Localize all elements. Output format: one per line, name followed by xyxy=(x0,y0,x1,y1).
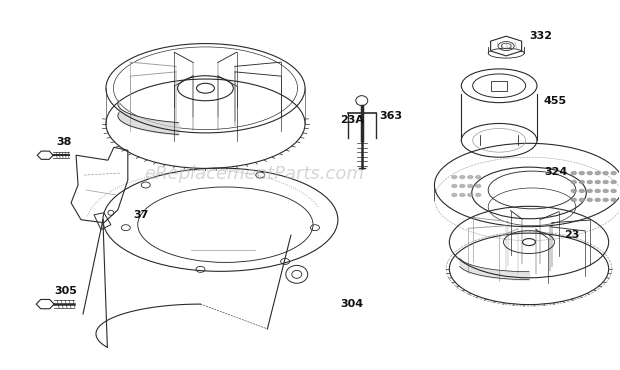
Text: 324: 324 xyxy=(544,167,567,177)
Ellipse shape xyxy=(603,189,608,192)
Ellipse shape xyxy=(579,172,584,175)
Ellipse shape xyxy=(595,198,600,201)
Ellipse shape xyxy=(571,181,577,184)
Ellipse shape xyxy=(603,172,608,175)
Text: 23: 23 xyxy=(564,230,579,240)
Ellipse shape xyxy=(603,198,608,201)
Ellipse shape xyxy=(579,189,584,192)
Ellipse shape xyxy=(595,189,600,192)
Text: eReplacementParts.com: eReplacementParts.com xyxy=(144,165,365,183)
Ellipse shape xyxy=(476,176,480,179)
Ellipse shape xyxy=(595,172,600,175)
Ellipse shape xyxy=(611,198,616,201)
Ellipse shape xyxy=(476,194,480,196)
Ellipse shape xyxy=(467,185,473,188)
Ellipse shape xyxy=(460,194,465,196)
Ellipse shape xyxy=(467,176,473,179)
Text: 37: 37 xyxy=(134,210,149,220)
Text: 23A: 23A xyxy=(340,115,364,125)
Ellipse shape xyxy=(579,181,584,184)
Ellipse shape xyxy=(587,198,592,201)
Ellipse shape xyxy=(452,185,457,188)
Text: 332: 332 xyxy=(529,31,552,41)
Ellipse shape xyxy=(587,181,592,184)
Ellipse shape xyxy=(571,198,577,201)
Ellipse shape xyxy=(452,194,457,196)
Text: 304: 304 xyxy=(340,299,363,309)
Ellipse shape xyxy=(587,189,592,192)
Ellipse shape xyxy=(460,185,465,188)
Ellipse shape xyxy=(452,176,457,179)
Ellipse shape xyxy=(595,181,600,184)
Ellipse shape xyxy=(476,185,480,188)
Text: 455: 455 xyxy=(544,95,567,106)
Ellipse shape xyxy=(197,83,215,93)
Ellipse shape xyxy=(611,181,616,184)
Ellipse shape xyxy=(611,172,616,175)
Text: 363: 363 xyxy=(379,111,403,121)
Ellipse shape xyxy=(460,176,465,179)
Ellipse shape xyxy=(587,172,592,175)
Ellipse shape xyxy=(611,189,616,192)
Ellipse shape xyxy=(523,239,536,246)
Ellipse shape xyxy=(571,172,577,175)
Text: 38: 38 xyxy=(56,137,71,147)
Ellipse shape xyxy=(571,189,577,192)
Ellipse shape xyxy=(579,198,584,201)
Text: 305: 305 xyxy=(54,286,77,296)
Ellipse shape xyxy=(467,194,473,196)
Ellipse shape xyxy=(603,181,608,184)
